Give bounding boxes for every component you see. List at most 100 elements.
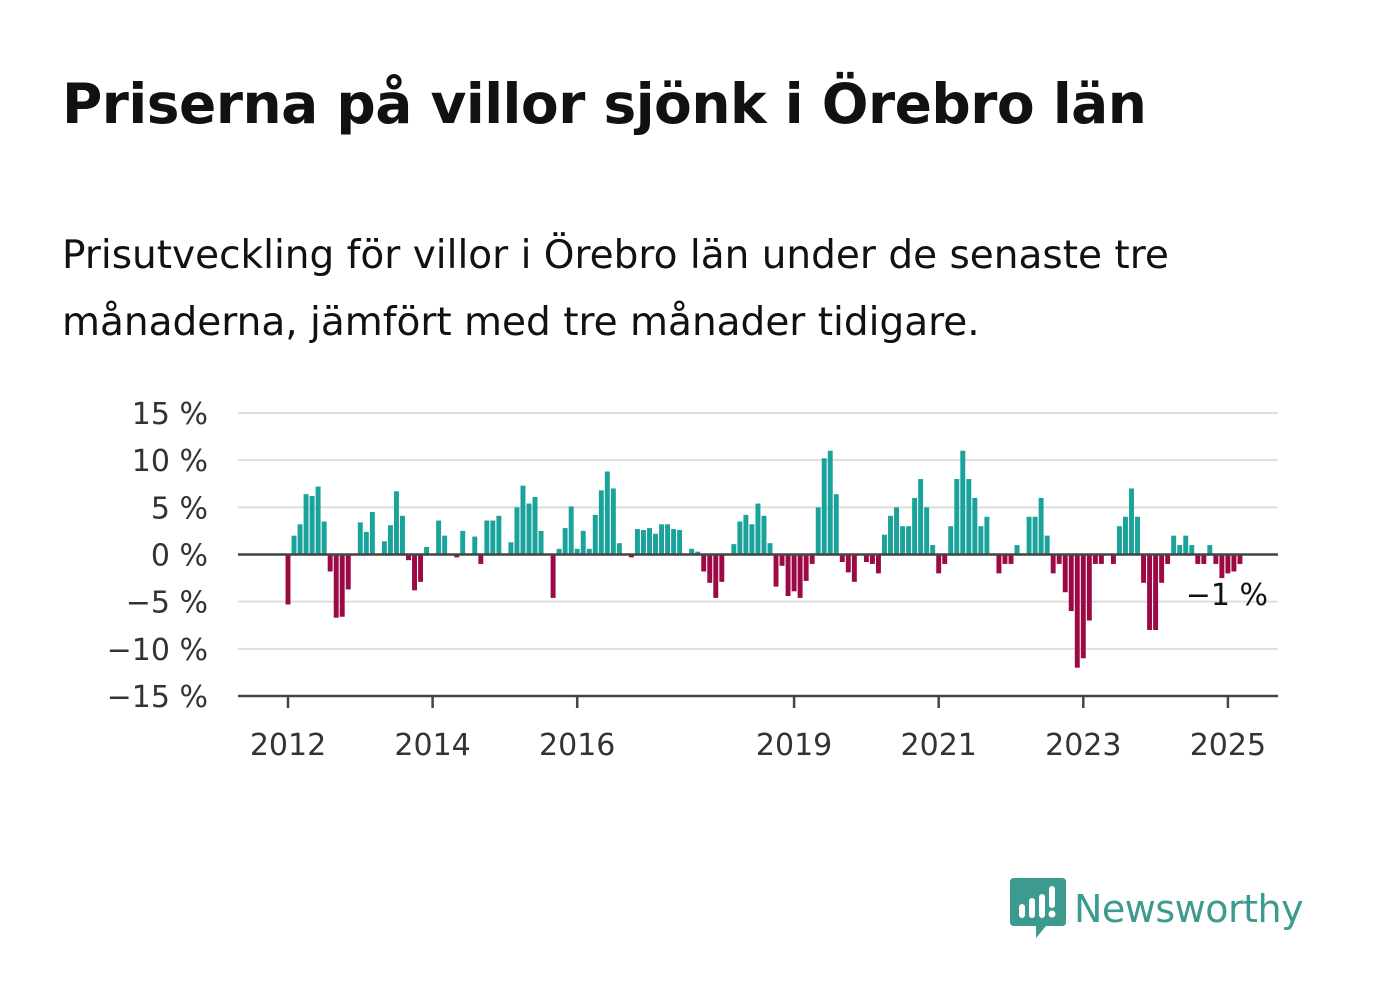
bar <box>1225 554 1231 574</box>
bar <box>1032 516 1038 555</box>
bar <box>520 485 526 555</box>
bar <box>369 512 375 555</box>
bar <box>713 554 719 598</box>
bar <box>1195 554 1201 564</box>
bar <box>875 554 881 574</box>
bar <box>357 522 363 555</box>
bar <box>1098 554 1104 564</box>
bar <box>568 506 574 555</box>
bar <box>1008 554 1014 564</box>
bar <box>719 554 725 582</box>
bar <box>671 529 677 555</box>
bar <box>490 520 496 555</box>
bar <box>1159 554 1165 583</box>
bar <box>598 490 604 555</box>
x-tick-label: 2019 <box>756 728 832 763</box>
bar <box>1074 554 1080 668</box>
bar <box>845 554 851 573</box>
bar <box>339 554 345 617</box>
bar <box>1213 554 1219 564</box>
bar <box>815 507 821 555</box>
bar <box>737 521 743 555</box>
axes <box>238 553 1278 698</box>
bar <box>785 554 791 597</box>
bar <box>592 514 598 555</box>
bar <box>731 544 737 555</box>
bar <box>556 548 562 555</box>
bar <box>406 554 411 561</box>
bar <box>285 554 291 605</box>
bar <box>610 488 616 555</box>
bar <box>400 515 405 555</box>
bar <box>773 554 779 587</box>
bar <box>743 514 749 555</box>
bar <box>1092 554 1098 564</box>
bar <box>996 554 1002 574</box>
bar <box>345 554 351 590</box>
bar <box>701 554 707 572</box>
bar <box>888 515 893 555</box>
bar <box>550 554 556 598</box>
bar <box>809 554 815 564</box>
y-tick-label: 10 % <box>132 444 208 479</box>
bar <box>1141 554 1147 583</box>
bar <box>1237 554 1243 564</box>
bar <box>839 554 845 563</box>
bar <box>653 533 658 555</box>
bar <box>894 507 899 555</box>
bar <box>1165 554 1171 564</box>
bars <box>285 450 1243 668</box>
newsworthy-logo-icon <box>1010 878 1066 938</box>
bar <box>526 503 532 555</box>
y-tick-label: −5 % <box>126 586 208 621</box>
bar <box>912 497 918 555</box>
bar <box>327 554 333 572</box>
bar <box>960 450 966 555</box>
bar <box>665 524 671 555</box>
bar <box>942 554 948 564</box>
bar <box>460 530 466 555</box>
bar <box>924 507 930 555</box>
bar <box>749 524 755 555</box>
bar <box>309 496 315 555</box>
bar <box>659 524 665 555</box>
y-tick-label: −10 % <box>107 633 208 668</box>
x-axis-labels: 2012 2014 2016 2019 2021 2023 2025 <box>250 696 1266 763</box>
bar <box>641 529 646 555</box>
x-tick-label: 2012 <box>250 728 326 763</box>
bar <box>900 526 906 555</box>
bar <box>1044 535 1050 555</box>
bar <box>851 554 857 582</box>
bar <box>1189 545 1195 555</box>
bar <box>1129 488 1134 555</box>
bar <box>315 486 321 555</box>
bar <box>1219 554 1225 579</box>
bar <box>363 531 369 555</box>
bar <box>797 554 803 598</box>
bar <box>1026 516 1032 555</box>
bar <box>677 529 683 555</box>
bar <box>821 458 827 555</box>
bar <box>291 535 297 555</box>
bar <box>863 554 869 563</box>
bar <box>1110 554 1116 564</box>
bar <box>496 515 502 555</box>
bar <box>1231 554 1237 572</box>
bar <box>755 503 761 555</box>
bar <box>936 554 942 574</box>
bar <box>689 548 695 555</box>
bar <box>1002 554 1008 564</box>
bar <box>562 528 568 555</box>
bar <box>1086 554 1092 621</box>
bar <box>628 554 634 558</box>
bar <box>393 491 399 555</box>
x-tick-label: 2023 <box>1045 728 1121 763</box>
bar <box>303 494 309 555</box>
bar <box>1116 526 1122 555</box>
y-tick-label: 15 % <box>132 397 208 432</box>
bar <box>869 554 875 564</box>
bar <box>586 548 592 555</box>
bar <box>508 542 514 555</box>
y-tick-label: 5 % <box>151 491 208 526</box>
bar <box>412 554 417 591</box>
